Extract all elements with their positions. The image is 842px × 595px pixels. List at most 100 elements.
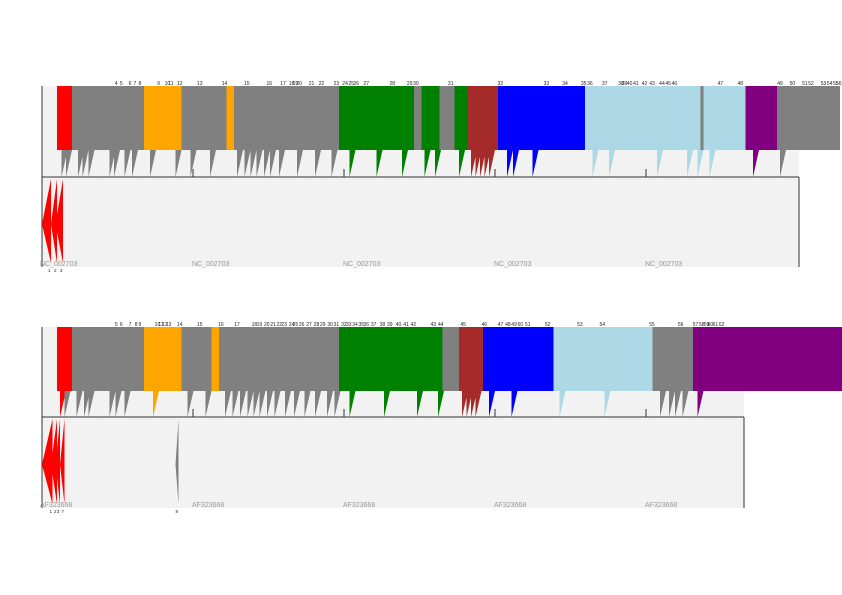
gene-number-label: 24 bbox=[342, 81, 348, 87]
gene-number-label: 54 bbox=[600, 322, 606, 328]
gene-block bbox=[585, 86, 701, 150]
gene-arrow bbox=[657, 150, 663, 177]
gene-arrow bbox=[334, 391, 341, 417]
gene-number-label: 53 bbox=[821, 81, 827, 87]
gene-number-label: 40 bbox=[396, 322, 402, 328]
gene-arrow bbox=[66, 150, 72, 177]
gene-arrow bbox=[153, 391, 159, 417]
gene-arrow bbox=[402, 150, 408, 177]
reverse-gene-arrow bbox=[51, 179, 57, 263]
gene-number-label: 52 bbox=[545, 322, 551, 328]
gene-block bbox=[72, 86, 144, 150]
gene-number-label: 35 bbox=[358, 322, 364, 328]
reverse-gene-label: 3 bbox=[57, 509, 60, 514]
gene-number-label: 43 bbox=[431, 322, 437, 328]
gene-arrow bbox=[376, 150, 383, 177]
track-id-label: NC_002703 bbox=[645, 261, 682, 268]
gene-arrow bbox=[187, 391, 194, 417]
gene-arrow bbox=[559, 391, 566, 417]
gene-number-label: 24 bbox=[289, 322, 295, 328]
gene-arrow bbox=[753, 150, 759, 177]
gene-number-label: 46 bbox=[672, 81, 678, 87]
gene-number-label: 52 bbox=[808, 81, 814, 87]
gene-arrow bbox=[697, 150, 704, 177]
gene-number-label: 33 bbox=[544, 81, 550, 87]
gene-arrow bbox=[267, 391, 273, 417]
gene-arrow bbox=[124, 391, 131, 417]
gene-arrow bbox=[232, 391, 239, 417]
gene-arrow bbox=[240, 391, 246, 417]
gene-arrow bbox=[175, 150, 182, 177]
gene-number-label: 15 bbox=[197, 322, 203, 328]
gene-number-label: 9 bbox=[139, 322, 142, 328]
gene-block bbox=[745, 86, 777, 150]
gene-number-label: 11 bbox=[168, 81, 173, 87]
gene-number-label: 51 bbox=[802, 81, 808, 87]
gene-number-label: 13 bbox=[197, 81, 203, 87]
gene-block bbox=[339, 86, 414, 150]
gene-number-label: 29 bbox=[407, 81, 413, 87]
gene-block bbox=[181, 327, 212, 391]
gene-number-label: 13 bbox=[166, 322, 172, 328]
gene-arrow bbox=[780, 150, 786, 177]
gene-number-label: 31 bbox=[334, 322, 340, 328]
gene-number-label: 38 bbox=[380, 322, 386, 328]
gene-number-label: 44 bbox=[659, 81, 665, 87]
track-id-label: AF323668 bbox=[645, 502, 677, 509]
gene-number-label: 50 bbox=[790, 81, 796, 87]
gene-number-label: 23 bbox=[281, 322, 287, 328]
gene-block bbox=[181, 86, 227, 150]
gene-arrow bbox=[435, 150, 441, 177]
gene-arrow bbox=[109, 391, 116, 417]
gene-number-label: 23 bbox=[334, 81, 340, 87]
gene-arrow bbox=[88, 150, 95, 177]
track-id-label: AF323668 bbox=[494, 502, 526, 509]
gene-arrow bbox=[259, 391, 266, 417]
gene-arrow bbox=[604, 391, 611, 417]
gene-arrow bbox=[115, 391, 122, 417]
gene-arrow bbox=[76, 391, 83, 417]
gene-number-label: 50 bbox=[518, 322, 524, 328]
gene-number-label: 40 bbox=[627, 81, 633, 87]
gene-arrow bbox=[669, 391, 675, 417]
gene-arrow bbox=[82, 150, 89, 177]
gene-block bbox=[234, 86, 339, 150]
gene-block bbox=[498, 86, 585, 150]
gene-number-label: 28 bbox=[314, 322, 320, 328]
gene-number-label: 30 bbox=[413, 81, 419, 87]
gene-number-label: 26 bbox=[299, 322, 305, 328]
gene-number-label: 34 bbox=[562, 81, 568, 87]
gene-arrow bbox=[244, 150, 251, 177]
gene-arrow bbox=[150, 150, 156, 177]
gene-number-label: 11 bbox=[158, 322, 163, 328]
gene-arrow bbox=[384, 391, 390, 417]
gene-block bbox=[226, 86, 234, 150]
reverse-gene-arrow bbox=[175, 419, 179, 504]
gene-arrow bbox=[349, 391, 356, 417]
gene-block bbox=[700, 86, 704, 150]
gene-number-label: 41 bbox=[633, 81, 639, 87]
gene-number-label: 14 bbox=[222, 81, 228, 87]
reverse-gene-label: 8 bbox=[176, 509, 179, 514]
gene-arrow bbox=[475, 391, 482, 417]
gene-number-label: 21 bbox=[309, 81, 315, 87]
gene-number-label: 49 bbox=[511, 322, 517, 328]
gene-arrow bbox=[592, 150, 599, 177]
gene-number-label: 55 bbox=[649, 322, 655, 328]
track-id-label: NC_002703 bbox=[494, 261, 531, 268]
gene-number-label: 42 bbox=[411, 322, 417, 328]
gene-arrow bbox=[210, 150, 216, 177]
gene-block bbox=[454, 86, 468, 150]
gene-arrow bbox=[424, 150, 431, 177]
gene-number-label: 12 bbox=[177, 81, 183, 87]
gene-arrow bbox=[687, 150, 693, 177]
gene-number-label: 10 bbox=[165, 81, 171, 87]
gene-number-label: 20 bbox=[264, 322, 270, 328]
reverse-gene-arrow bbox=[42, 419, 53, 504]
gene-number-label: 56 bbox=[836, 81, 842, 87]
gene-number-label: 59 bbox=[704, 322, 710, 328]
gene-number-label: 19 bbox=[293, 81, 299, 87]
gene-block bbox=[652, 327, 693, 391]
gene-number-label: 37 bbox=[371, 322, 377, 328]
gene-number-label: 42 bbox=[642, 81, 648, 87]
